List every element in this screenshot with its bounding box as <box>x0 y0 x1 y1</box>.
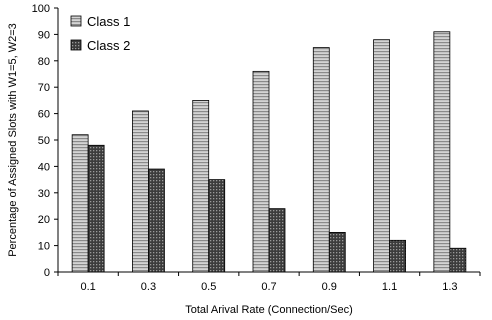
x-axis: 0.1 0.3 0.5 0.7 0.9 1.1 1.3 <box>57 271 481 293</box>
bar-class-1-1.3 <box>433 31 451 273</box>
legend-label-class-1: Class 1 <box>87 14 130 29</box>
y-tick-label: 10 <box>38 241 50 253</box>
x-tick-label: 0.3 <box>141 281 156 293</box>
bar-class-2-0.1 <box>87 144 105 273</box>
bar-class-1-0.7 <box>252 70 270 273</box>
bar-class-1-0.3 <box>132 110 149 273</box>
x-tick-label: 0.1 <box>80 281 95 293</box>
bar-class-1-1.1 <box>373 39 390 273</box>
x-tick-label: 1.3 <box>442 281 457 293</box>
x-tick-label: 1.1 <box>382 281 397 293</box>
bar-class-1-0.9 <box>312 47 330 273</box>
x-tick-label: 0.9 <box>322 281 337 293</box>
legend-swatch-class-1 <box>70 15 82 27</box>
y-axis-title: Percentage of Assigned Slots with W1=5, … <box>7 23 19 257</box>
legend-swatch-class-2 <box>70 39 82 51</box>
bar-class-2-1.3 <box>449 247 467 273</box>
y-tick-label: 40 <box>38 161 50 173</box>
y-axis: 0 10 20 30 40 50 60 70 80 90 100 <box>32 3 59 279</box>
x-tick-label: 0.5 <box>201 281 216 293</box>
bar-class-1-0.5 <box>192 100 210 273</box>
y-tick-label: 50 <box>38 135 50 147</box>
x-ticks: 0.1 0.3 0.5 0.7 0.9 1.1 1.3 <box>57 272 481 293</box>
bar-class-2-1.1 <box>389 239 406 273</box>
bar-class-2-0.5 <box>208 179 226 273</box>
x-axis-title: Total Arival Rate (Connection/Sec) <box>185 304 353 316</box>
y-tick-label: 80 <box>38 56 50 68</box>
y-tick-label: 20 <box>38 214 50 226</box>
y-tick-label: 30 <box>38 188 50 200</box>
y-tick-label: 90 <box>38 29 50 41</box>
bars <box>71 31 467 273</box>
legend-label-class-2: Class 2 <box>87 38 130 53</box>
y-ticks: 0 10 20 30 40 50 60 70 80 90 100 <box>32 3 58 279</box>
bar-class-2-0.3 <box>148 168 165 273</box>
y-tick-label: 70 <box>38 82 50 94</box>
x-tick-label: 0.7 <box>261 281 276 293</box>
legend: Class 1 Class 2 <box>70 14 130 53</box>
bar-class-2-0.9 <box>328 231 346 273</box>
y-tick-label: 0 <box>44 267 50 279</box>
y-tick-label: 100 <box>32 3 50 15</box>
bar-class-1-0.1 <box>71 134 89 273</box>
y-tick-label: 60 <box>38 109 50 121</box>
bar-class-2-0.7 <box>268 208 286 273</box>
